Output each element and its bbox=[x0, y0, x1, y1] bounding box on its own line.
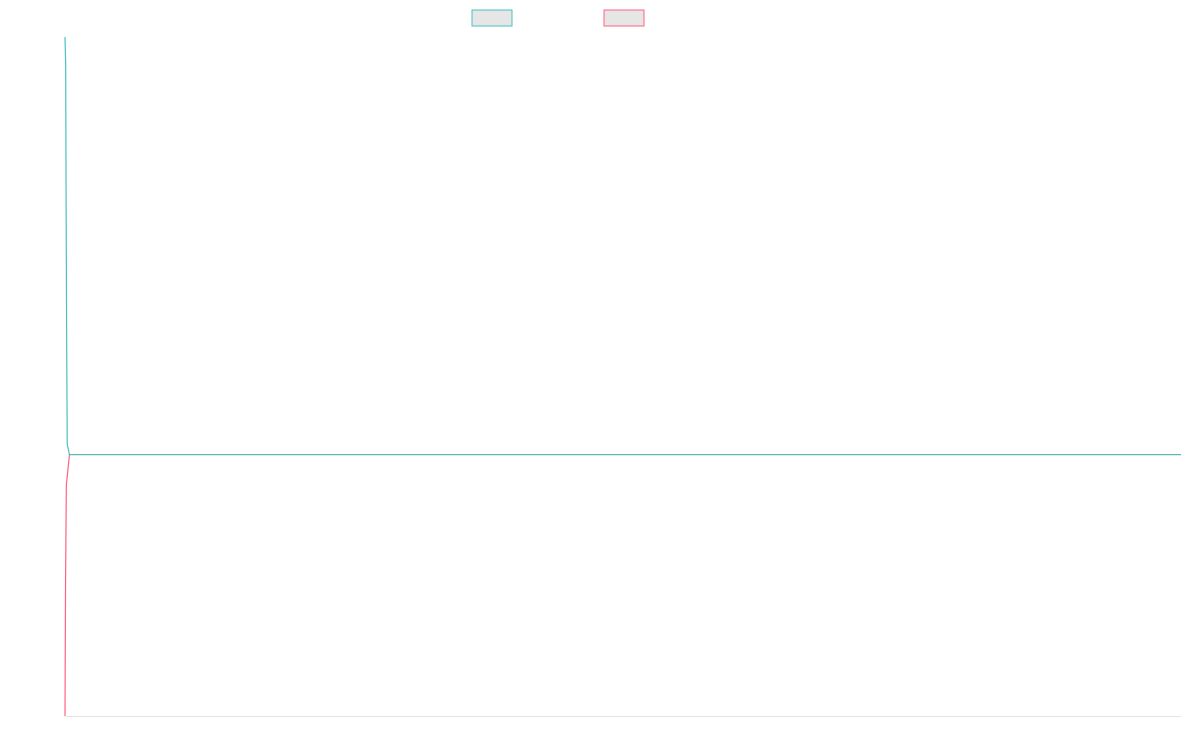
legend bbox=[471, 9, 645, 27]
series-line-1 bbox=[64, 36, 1181, 456]
legend-swatch-2[interactable] bbox=[603, 9, 645, 27]
series-group bbox=[64, 36, 1181, 717]
legend-swatch-1[interactable] bbox=[471, 9, 513, 27]
series-line-2 bbox=[64, 453, 1181, 717]
